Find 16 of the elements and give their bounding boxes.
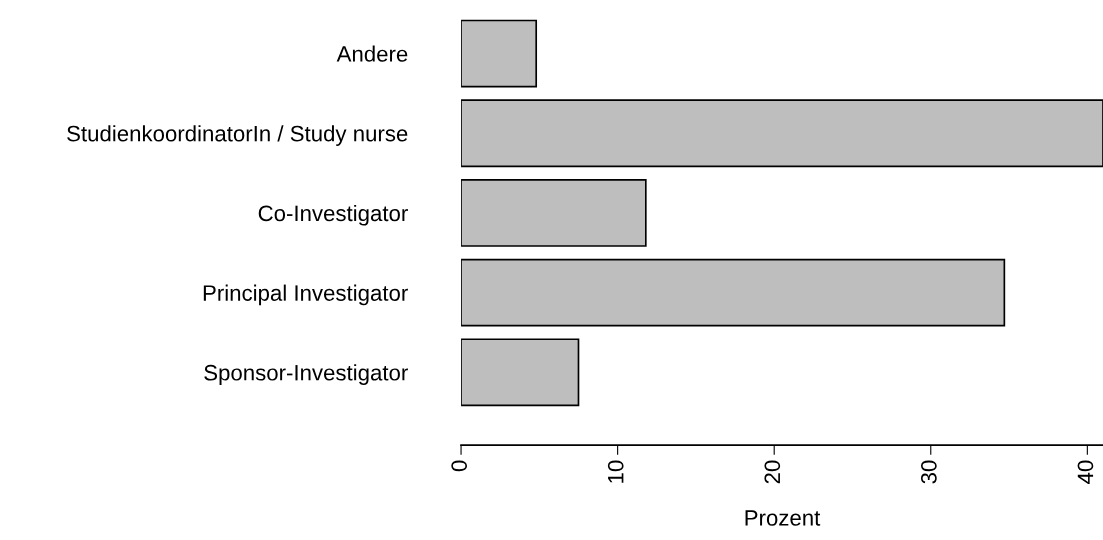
- x-axis-title: Prozent: [745, 510, 821, 526]
- bar: [461, 99, 1103, 168]
- y-tick-label: Principal Investigator: [203, 284, 408, 306]
- bar: [461, 338, 580, 407]
- x-tick-label: 30: [921, 460, 937, 484]
- y-tick-label: Co-Investigator: [258, 204, 408, 226]
- y-tick-label: Andere: [336, 45, 408, 62]
- bar: [461, 19, 538, 88]
- y-tick-label: StudienkoordinatorIn / Study nurse: [67, 125, 408, 146]
- bar: [461, 179, 647, 247]
- y-tick-label: Sponsor-Investigator: [204, 364, 408, 385]
- x-tick-label: 40: [1077, 460, 1094, 484]
- x-tick-label: 0: [451, 460, 468, 472]
- x-tick-label: 10: [607, 460, 624, 483]
- x-tick-label: 20: [764, 460, 781, 484]
- bar: [461, 258, 1006, 327]
